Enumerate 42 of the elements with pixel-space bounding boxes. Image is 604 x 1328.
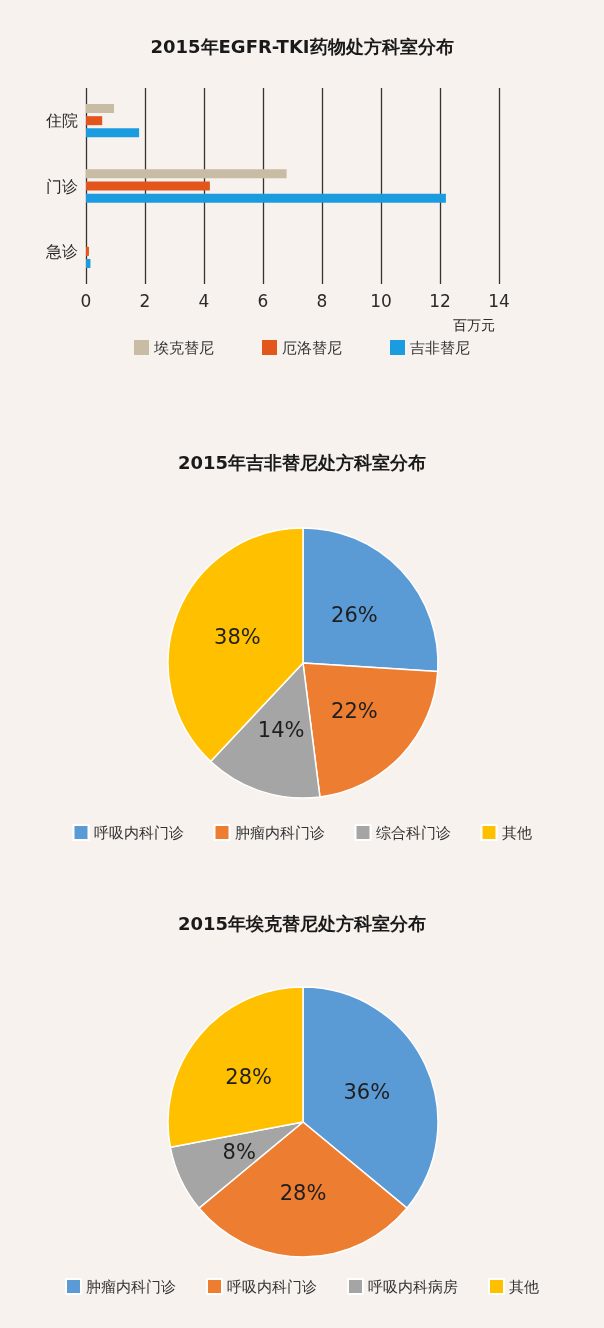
x-tick-label: 0	[80, 290, 92, 311]
bar	[86, 181, 210, 191]
x-tick-label: 6	[257, 290, 269, 311]
legend-label: 其他	[501, 823, 532, 842]
bar	[86, 246, 89, 256]
data-label: 36%	[343, 1079, 391, 1104]
x-tick-label: 8	[316, 290, 328, 311]
bar	[86, 128, 140, 138]
data-label: 26%	[331, 602, 378, 627]
bar	[86, 258, 91, 268]
chart-title: 2015年EGFR-TKI药物处方科室分布	[150, 35, 454, 57]
legend-label: 肿瘤内科门诊	[234, 823, 325, 842]
x-tick-label: 2	[139, 290, 151, 311]
legend-label: 综合科门诊	[375, 823, 451, 842]
x-axis-title: 百万元	[453, 317, 495, 333]
bar	[86, 169, 287, 179]
chart-title: 2015年吉非替尼处方科室分布	[177, 451, 427, 473]
legend-label: 呼吸内科病房	[368, 1277, 458, 1296]
data-label: 8%	[222, 1140, 256, 1165]
bar	[86, 193, 446, 203]
bar	[86, 116, 103, 126]
x-tick-label: 14	[488, 290, 510, 311]
legend-label: 其他	[509, 1277, 539, 1296]
data-label: 22%	[331, 699, 378, 724]
y-tick-label: 住院	[45, 111, 78, 131]
data-label: 28%	[279, 1180, 327, 1205]
x-tick-label: 10	[370, 290, 392, 311]
legend-label: 吉非替尼	[410, 338, 470, 357]
bar	[86, 104, 115, 114]
x-tick-label: 12	[429, 290, 451, 311]
y-tick-label: 门诊	[46, 176, 78, 196]
chart-title: 2015年埃克替尼处方科室分布	[177, 912, 427, 934]
legend-label: 肿瘤内科门诊	[86, 1277, 176, 1296]
data-label: 38%	[214, 625, 261, 650]
y-tick-label: 急诊	[45, 241, 78, 261]
legend-label: 呼吸内科门诊	[227, 1277, 317, 1296]
legend-label: 厄洛替尼	[282, 338, 342, 357]
data-label: 14%	[257, 718, 305, 743]
x-tick-label: 4	[198, 290, 210, 311]
legend-label: 呼吸内科门诊	[93, 823, 184, 842]
legend-label: 埃克替尼	[153, 338, 214, 357]
data-label: 28%	[225, 1065, 273, 1090]
